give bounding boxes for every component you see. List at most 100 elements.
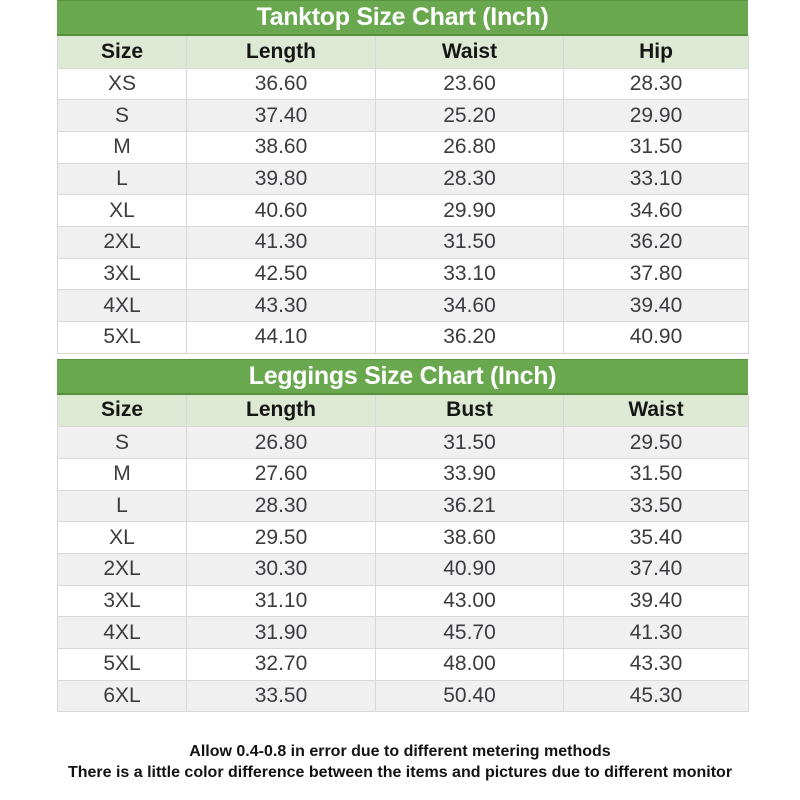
value-cell: 44.10: [186, 321, 376, 354]
size-cell: 4XL: [57, 289, 187, 322]
table-row: XS 36.60 23.60 28.30: [57, 67, 749, 101]
column-header-length: Length: [186, 36, 376, 69]
value-cell: 33.90: [375, 457, 564, 491]
value-cell: 27.60: [186, 457, 376, 491]
table-row: 2XL 41.30 31.50 36.20: [57, 225, 749, 259]
value-cell: 26.80: [186, 426, 376, 459]
size-cell: M: [57, 130, 187, 164]
table-row: 6XL 33.50 50.40 45.30: [57, 679, 749, 713]
value-cell: 36.20: [375, 321, 564, 354]
value-cell: 41.30: [186, 225, 376, 259]
value-cell: 31.90: [186, 616, 376, 649]
value-cell: 40.90: [563, 321, 749, 354]
value-cell: 31.50: [375, 426, 564, 459]
size-cell: 2XL: [57, 552, 187, 586]
size-cell: M: [57, 457, 187, 491]
leggings-table: Size Length Bust Waist S 26.80 31.50 29.…: [57, 394, 749, 713]
value-cell: 25.20: [375, 99, 564, 132]
footer-note-line2: There is a little color difference betwe…: [67, 764, 733, 782]
table-row: S 37.40 25.20 29.90: [57, 99, 749, 132]
value-cell: 43.00: [375, 584, 564, 618]
value-cell: 23.60: [375, 67, 564, 101]
value-cell: 37.40: [563, 552, 749, 586]
tanktop-chart-title: Tanktop Size Chart (Inch): [57, 0, 748, 36]
value-cell: 30.30: [186, 552, 376, 586]
value-cell: 33.50: [563, 489, 749, 523]
value-cell: 33.10: [375, 257, 564, 291]
column-header-hip: Hip: [563, 36, 749, 69]
size-cell: 6XL: [57, 679, 187, 713]
value-cell: 26.80: [375, 130, 564, 164]
value-cell: 32.70: [186, 648, 376, 681]
value-cell: 28.30: [563, 67, 749, 101]
leggings-chart-title: Leggings Size Chart (Inch): [57, 358, 748, 395]
size-cell: L: [57, 489, 187, 523]
value-cell: 34.60: [563, 194, 749, 227]
value-cell: 36.60: [186, 67, 376, 101]
value-cell: 43.30: [186, 289, 376, 322]
header-row: Size Length Waist Hip: [57, 36, 749, 69]
column-header-waist: Waist: [375, 36, 564, 69]
value-cell: 38.60: [375, 521, 564, 554]
value-cell: 33.50: [186, 679, 376, 713]
table-row: XL 29.50 38.60 35.40: [57, 521, 749, 554]
table-row: L 39.80 28.30 33.10: [57, 162, 749, 196]
table-row: L 28.30 36.21 33.50: [57, 489, 749, 523]
size-cell: XL: [57, 194, 187, 227]
size-cell: S: [57, 99, 187, 132]
table-row: 4XL 43.30 34.60 39.40: [57, 289, 749, 322]
table-row: 3XL 42.50 33.10 37.80: [57, 257, 749, 291]
header-row: Size Length Bust Waist: [57, 394, 749, 428]
table-row: 4XL 31.90 45.70 41.30: [57, 616, 749, 649]
value-cell: 29.50: [563, 426, 749, 459]
size-cell: XL: [57, 521, 187, 554]
size-cell: 5XL: [57, 321, 187, 354]
value-cell: 37.80: [563, 257, 749, 291]
tanktop-table: Size Length Waist Hip XS 36.60 23.60 28.…: [57, 36, 749, 354]
table-row: S 26.80 31.50 29.50: [57, 426, 749, 459]
value-cell: 39.40: [563, 584, 749, 618]
table-row: 5XL 32.70 48.00 43.30: [57, 648, 749, 681]
value-cell: 42.50: [186, 257, 376, 291]
size-cell: L: [57, 162, 187, 196]
value-cell: 50.40: [375, 679, 564, 713]
value-cell: 28.30: [186, 489, 376, 523]
size-cell: 3XL: [57, 257, 187, 291]
value-cell: 36.20: [563, 225, 749, 259]
value-cell: 31.50: [563, 457, 749, 491]
value-cell: 40.60: [186, 194, 376, 227]
value-cell: 45.30: [563, 679, 749, 713]
column-header-waist: Waist: [563, 394, 749, 428]
size-cell: XS: [57, 67, 187, 101]
table-row: XL 40.60 29.90 34.60: [57, 194, 749, 227]
value-cell: 37.40: [186, 99, 376, 132]
value-cell: 41.30: [563, 616, 749, 649]
value-cell: 35.40: [563, 521, 749, 554]
value-cell: 29.90: [375, 194, 564, 227]
size-cell: 5XL: [57, 648, 187, 681]
table-row: M 38.60 26.80 31.50: [57, 130, 749, 164]
value-cell: 29.50: [186, 521, 376, 554]
size-cell: 4XL: [57, 616, 187, 649]
table-row: 5XL 44.10 36.20 40.90: [57, 321, 749, 354]
size-cell: 3XL: [57, 584, 187, 618]
column-header-size: Size: [57, 394, 187, 428]
size-cell: S: [57, 426, 187, 459]
value-cell: 40.90: [375, 552, 564, 586]
value-cell: 48.00: [375, 648, 564, 681]
tanktop-size-chart: Tanktop Size Chart (Inch) Size Length Wa…: [57, 0, 749, 354]
table-row: 2XL 30.30 40.90 37.40: [57, 552, 749, 586]
value-cell: 28.30: [375, 162, 564, 196]
column-header-size: Size: [57, 36, 187, 69]
value-cell: 43.30: [563, 648, 749, 681]
footer-note-line1: Allow 0.4-0.8 in error due to different …: [189, 743, 611, 761]
table-row: M 27.60 33.90 31.50: [57, 457, 749, 491]
size-cell: 2XL: [57, 225, 187, 259]
value-cell: 36.21: [375, 489, 564, 523]
table-row: 3XL 31.10 43.00 39.40: [57, 584, 749, 618]
value-cell: 34.60: [375, 289, 564, 322]
value-cell: 31.10: [186, 584, 376, 618]
value-cell: 39.40: [563, 289, 749, 322]
footer-notes: Allow 0.4-0.8 in error due to different …: [0, 741, 800, 783]
value-cell: 29.90: [563, 99, 749, 132]
